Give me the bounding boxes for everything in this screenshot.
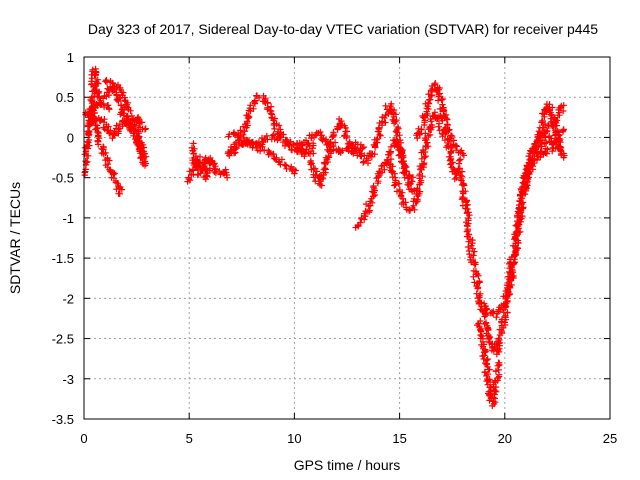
series-markers xyxy=(474,317,503,410)
series-arc-17 xyxy=(413,80,468,159)
grid xyxy=(84,57,610,419)
y-tick-label: -2.5 xyxy=(52,332,74,347)
series-markers xyxy=(307,115,358,189)
series-arc-3 xyxy=(84,65,113,135)
series-arc-8 xyxy=(188,140,216,179)
x-tick-label: 20 xyxy=(498,431,512,446)
x-tick-label: 10 xyxy=(287,431,301,446)
series-arc-22 xyxy=(530,140,568,167)
series-arc-5 xyxy=(102,76,150,165)
data-layer xyxy=(81,65,568,410)
series-markers xyxy=(530,140,568,167)
x-tick-label: 25 xyxy=(603,431,617,446)
y-tick-label: -3.5 xyxy=(52,412,74,427)
series-arc-19 xyxy=(474,317,503,410)
series-markers xyxy=(102,76,150,165)
series-markers xyxy=(188,140,216,179)
chart-title: Day 323 of 2017, Sidereal Day-to-day VTE… xyxy=(88,21,598,37)
series-arc-6 xyxy=(133,114,149,133)
y-tick-label: 1 xyxy=(67,50,74,65)
series-markers xyxy=(133,114,149,133)
series-arc-15 xyxy=(352,136,417,231)
y-tick-label: -1.5 xyxy=(52,251,74,266)
y-tick-label: 0.5 xyxy=(56,90,74,105)
series-arc-14 xyxy=(343,100,421,198)
y-tick-label: -0.5 xyxy=(52,171,74,186)
y-axis-title: SDTVAR / TECUs xyxy=(7,182,23,294)
y-tick-label: 0 xyxy=(67,130,74,145)
axis-ticks: 0 5 10 15 20 25 1 0.5 0 -0.5 -1 -1.5 -2 -2.5 -3 -3.5 xyxy=(52,50,618,446)
series-markers xyxy=(226,136,299,177)
series-arc-21 xyxy=(517,100,567,200)
series-markers xyxy=(517,100,567,200)
y-tick-label: -3 xyxy=(62,372,74,387)
x-tick-label: 5 xyxy=(186,431,193,446)
y-tick-label: -1 xyxy=(62,211,74,226)
plot-frame xyxy=(83,56,611,420)
x-tick-label: 0 xyxy=(80,431,87,446)
series-markers xyxy=(84,65,113,135)
series-arc-20 xyxy=(480,126,567,321)
series-arc-11 xyxy=(226,136,299,177)
x-axis-title: GPS time / hours xyxy=(294,457,401,473)
series-markers xyxy=(413,80,468,159)
y-tick-label: -2 xyxy=(62,291,74,306)
series-markers xyxy=(352,136,417,231)
x-tick-label: 15 xyxy=(392,431,406,446)
series-markers xyxy=(343,100,421,198)
series-markers xyxy=(480,126,567,321)
series-arc-13 xyxy=(307,115,358,189)
